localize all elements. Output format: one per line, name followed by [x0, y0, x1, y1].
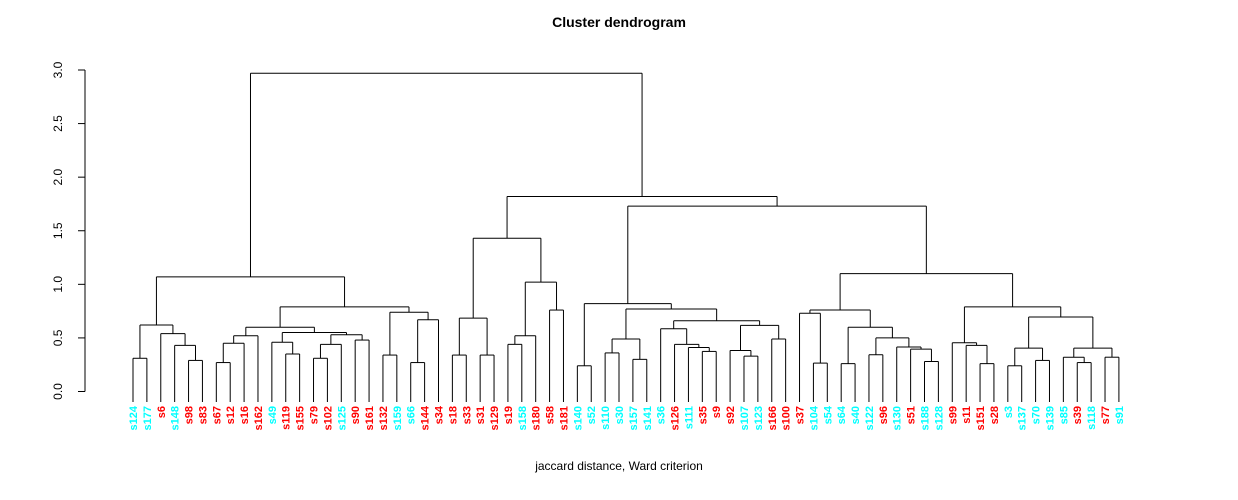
leaf-label: s40 [850, 406, 862, 424]
leaf-label: s102 [322, 406, 334, 430]
leaf-label: s77 [1100, 406, 1112, 424]
leaf-label: s128 [933, 406, 945, 430]
leaf-label: s90 [350, 406, 362, 424]
leaf-label: s49 [267, 406, 279, 424]
leaf-label: s107 [739, 406, 751, 430]
leaf-label: s18 [447, 406, 459, 424]
leaf-label: s92 [725, 406, 737, 424]
leaf-label: s104 [808, 405, 820, 430]
y-tick-label: 3.0 [51, 61, 65, 78]
leaf-label: s100 [781, 406, 793, 430]
leaf-label: s37 [795, 406, 807, 424]
leaf-label: s139 [1044, 406, 1056, 430]
leaf-label: s157 [628, 406, 640, 430]
leaf-label: s132 [378, 406, 390, 430]
leaf-label: s85 [1058, 406, 1070, 424]
leaf-label: s126 [670, 406, 682, 430]
y-tick-label: 2.5 [51, 115, 65, 132]
leaf-label: s181 [558, 406, 570, 430]
leaf-label: s161 [364, 406, 376, 430]
y-tick-label: 2.0 [51, 168, 65, 185]
leaf-label: s64 [836, 405, 848, 424]
leaf-label: s16 [239, 406, 251, 424]
leaf-label: s67 [211, 406, 223, 424]
leaf-label: s124 [128, 405, 140, 430]
leaf-label: s9 [711, 406, 723, 418]
leaf-label: s70 [1031, 406, 1043, 424]
leaf-label: s122 [864, 406, 876, 430]
leaf-label: s129 [489, 406, 501, 430]
y-tick-label: 0.0 [51, 383, 65, 400]
leaf-label: s159 [392, 406, 404, 430]
leaf-label: s162 [253, 406, 265, 430]
leaf-label: s33 [461, 406, 473, 424]
leaf-label: s137 [1017, 406, 1029, 430]
leaf-label: s36 [656, 406, 668, 424]
leaf-label: s35 [697, 406, 709, 424]
leaf-label: s125 [336, 406, 348, 430]
leaf-label: s52 [586, 406, 598, 424]
y-tick-label: 0.5 [51, 329, 65, 346]
leaf-label: s58 [545, 406, 557, 424]
leaf-label: s144 [420, 405, 432, 430]
x-axis-label: jaccard distance, Ward criterion [535, 459, 703, 473]
leaf-label: s66 [406, 406, 418, 424]
leaf-label: s148 [170, 406, 182, 430]
leaf-label: s188 [920, 406, 932, 430]
leaf-label: s11 [961, 406, 973, 424]
y-tick-label: 1.5 [51, 222, 65, 239]
y-axis: 0.0 0.5 1.0 1.5 2.0 2.5 3.0 [51, 61, 86, 400]
leaf-label: s151 [975, 406, 987, 430]
leaf-label: s110 [600, 406, 612, 430]
leaf-label: s180 [531, 406, 543, 430]
leaf-label: s99 [947, 406, 959, 424]
leaf-label: s123 [753, 406, 765, 430]
leaf-label: s140 [572, 406, 584, 430]
leaf-label: s3 [1003, 406, 1015, 418]
leaf-label: s19 [503, 406, 515, 424]
dendrogram-lines [132, 72, 1120, 402]
leaf-label: s51 [906, 406, 918, 424]
leaf-label: s177 [142, 406, 154, 430]
chart-title: Cluster dendrogram [552, 14, 686, 30]
leaf-label: s83 [197, 406, 209, 424]
leaf-label: s155 [295, 406, 307, 430]
leaf-labels: s124 s177 s6 s148 s98 s83 s67 s12 s16 s162 s49 s119… [128, 405, 1126, 430]
leaf-label: s166 [767, 406, 779, 430]
y-tick-label: 1.0 [51, 276, 65, 293]
leaf-label: s91 [1114, 406, 1126, 424]
leaf-label: s31 [475, 406, 487, 424]
leaf-label: s98 [184, 406, 196, 424]
leaf-label: s141 [642, 406, 654, 430]
leaf-label: s158 [517, 406, 529, 430]
leaf-label: s119 [281, 406, 293, 430]
leaf-label: s118 [1086, 406, 1098, 430]
leaf-label: s79 [309, 406, 321, 424]
leaf-label: s39 [1072, 406, 1084, 424]
leaf-label: s6 [156, 406, 168, 418]
leaf-label: s96 [878, 406, 890, 424]
leaf-label: s130 [892, 406, 904, 430]
leaf-label: s34 [433, 405, 445, 424]
leaf-label: s12 [225, 406, 237, 424]
leaf-label: s111 [683, 406, 695, 429]
leaf-label: s54 [822, 405, 834, 424]
leaf-label: s28 [989, 406, 1001, 424]
leaf-label: s30 [614, 406, 626, 424]
